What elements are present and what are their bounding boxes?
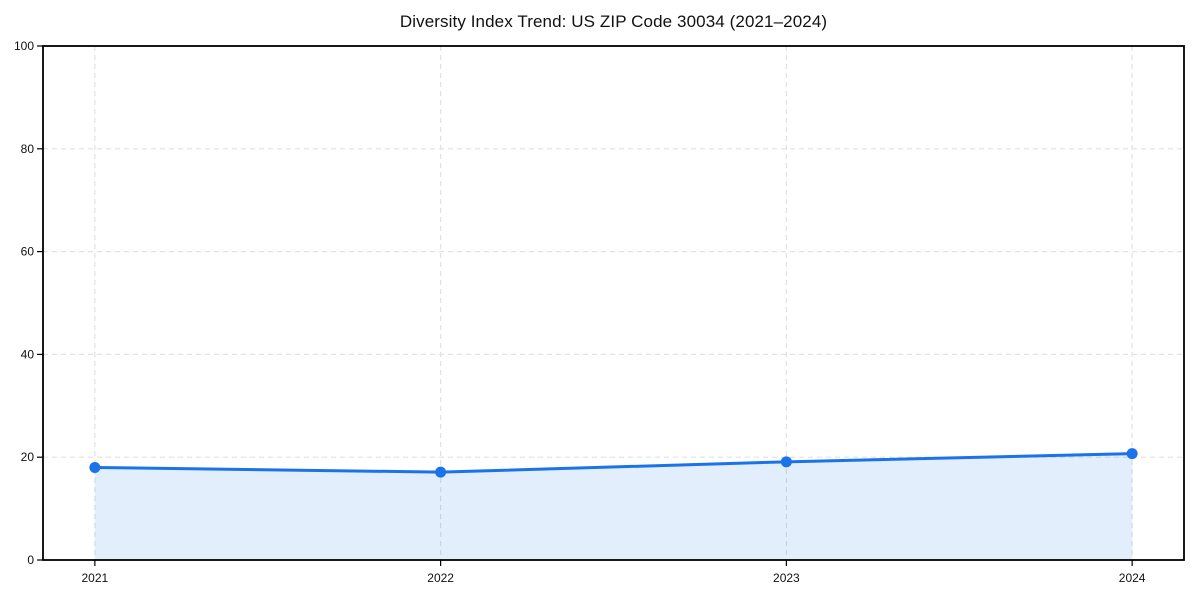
data-point (780, 456, 792, 468)
series-line (93, 452, 1134, 474)
x-tick-label: 2023 (773, 571, 800, 585)
series-area-fill (94, 453, 1133, 560)
x-tick-label: 2021 (82, 571, 109, 585)
x-tick-label: 2022 (427, 571, 454, 585)
data-point (89, 461, 101, 473)
y-tick-label: 60 (21, 245, 35, 259)
y-tick-label: 100 (14, 39, 34, 53)
chart-title: Diversity Index Trend: US ZIP Code 30034… (399, 12, 828, 31)
series-markers (89, 448, 1138, 478)
axes-spines (42, 45, 1185, 561)
tick-marks (37, 45, 1133, 566)
x-tick-label: 2024 (1119, 571, 1146, 585)
y-tick-label: 0 (27, 553, 34, 567)
tick-labels: 0 20 40 60 80 100 2021 2022 2023 2024 (14, 39, 1146, 585)
y-tick-label: 20 (21, 450, 35, 464)
data-point (435, 466, 447, 478)
y-tick-label: 40 (21, 347, 35, 361)
data-point (1126, 448, 1138, 460)
y-tick-label: 80 (21, 142, 35, 156)
